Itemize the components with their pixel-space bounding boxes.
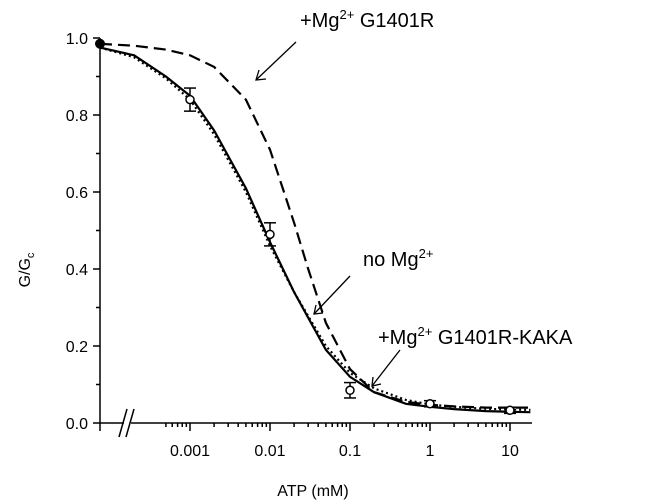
y-tick-label: 0.6: [66, 185, 88, 202]
arrow-g1401r-head: [255, 69, 267, 81]
arrow-no-mg: [313, 275, 351, 315]
arrow-no-mg-head: [313, 304, 324, 315]
y-tick-label: 0.4: [66, 262, 88, 279]
y-tick-label: 0.8: [66, 108, 88, 125]
series-line-2: [99, 46, 531, 414]
x-tick-label: 0.1: [339, 443, 361, 460]
data-point: [185, 94, 195, 105]
annotation-arrows: [255, 41, 401, 387]
axis-break-mark: [125, 408, 135, 438]
x-tick-label: 1: [426, 443, 435, 460]
data-points: [95, 38, 516, 416]
x-axis-title: ATP (mM): [277, 483, 348, 500]
series-line-1: [99, 42, 531, 409]
y-axis-title-main: G/G: [17, 258, 34, 287]
y-axis-title-sub: c: [25, 252, 37, 258]
x-tick-label: 0.01: [254, 443, 285, 460]
axis-break-mark: [118, 408, 128, 438]
data-point: [505, 405, 515, 416]
axes: 0.0 0.2 0.4 0.6 0.8 1.0 0.001 0.01 0.1 1 10: [66, 31, 532, 460]
annotation-no-mg: no Mg2+: [363, 246, 433, 271]
curves: [99, 42, 531, 414]
series-line-3: [99, 46, 531, 411]
y-tick-label: 0.2: [66, 339, 88, 356]
annotation-g1401r: +Mg2+ G1401R: [300, 7, 434, 32]
annotation-g1401r-kaka: +Mg2+ G1401R-KAKA: [378, 324, 573, 349]
y-tick-label: 0.0: [66, 416, 88, 433]
arrow-g1401r-kaka-head: [371, 376, 382, 387]
data-point: [345, 385, 355, 396]
data-point: [265, 229, 275, 240]
arrow-g1401r-kaka: [371, 349, 401, 387]
x-tick-label: 0.001: [170, 443, 210, 460]
y-tick-label: 1.0: [66, 31, 88, 48]
x-tick-label: 10: [501, 443, 519, 460]
data-point: [95, 38, 105, 49]
data-point: [425, 399, 435, 409]
y-axis-title: G/Gc: [17, 252, 37, 287]
arrow-g1401r: [255, 41, 297, 81]
